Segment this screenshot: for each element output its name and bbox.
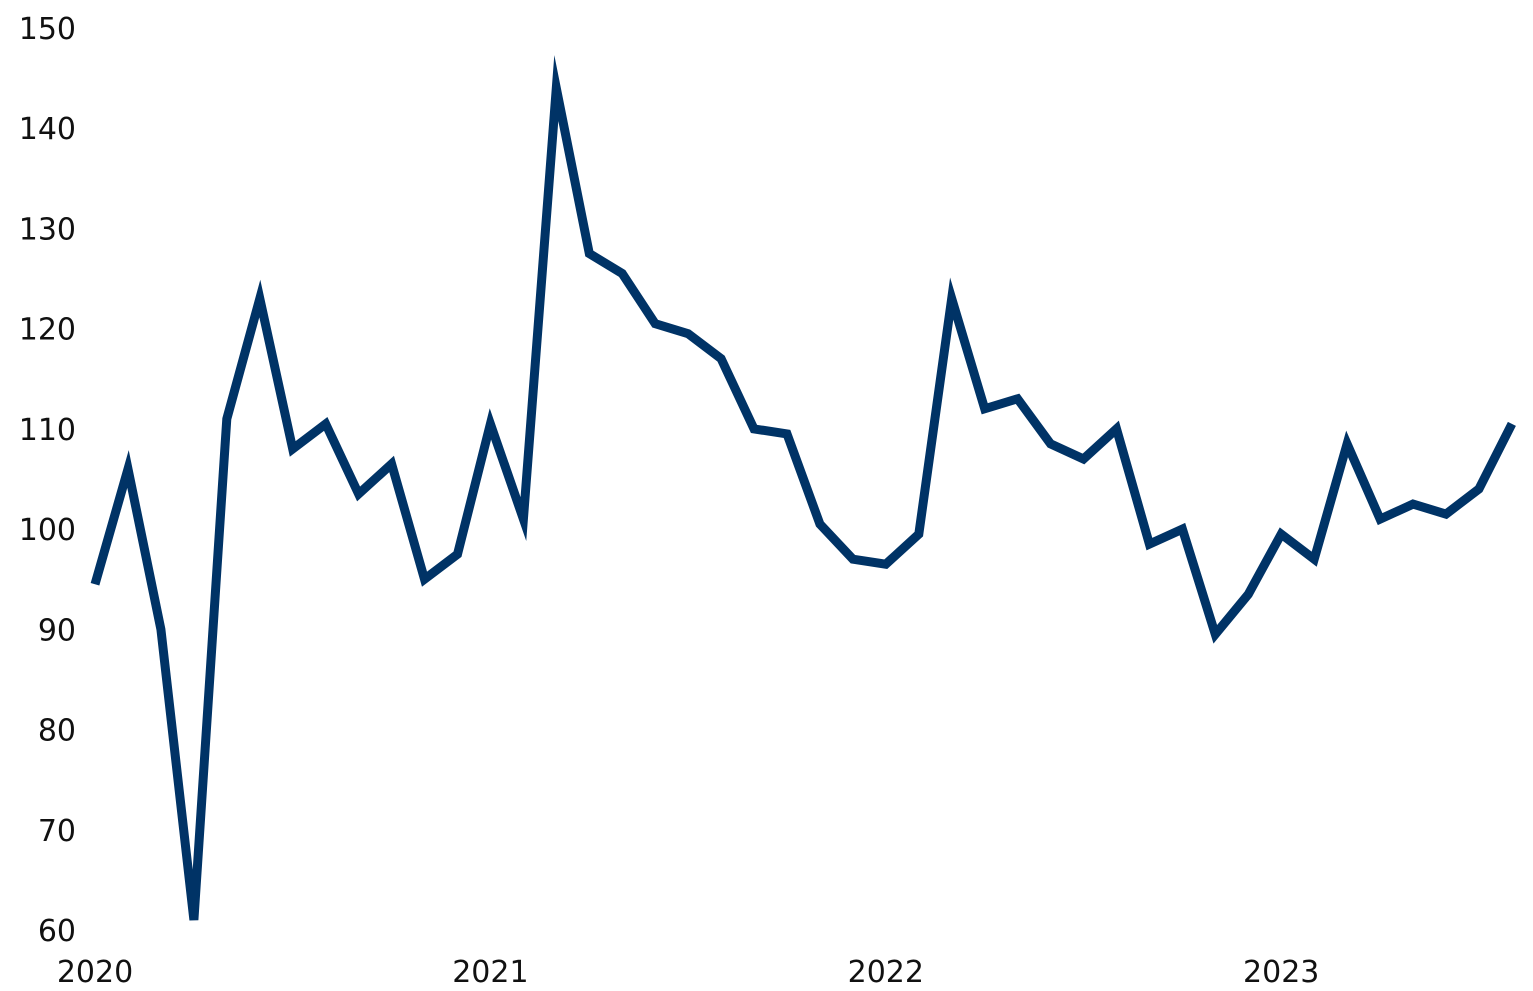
y-tick-label: 70 <box>38 814 76 849</box>
y-tick-label: 110 <box>19 413 76 448</box>
series-line <box>90 55 1516 921</box>
x-tick-label: 2021 <box>452 955 528 990</box>
x-axis: 2020 2021 2022 2023 <box>57 955 1320 990</box>
y-tick-label: 140 <box>19 112 76 147</box>
y-tick-label: 90 <box>38 613 76 648</box>
y-tick-label: 120 <box>19 313 76 348</box>
y-tick-label: 80 <box>38 714 76 749</box>
x-tick-label: 2022 <box>848 955 924 990</box>
y-tick-label: 100 <box>19 513 76 548</box>
y-tick-label: 60 <box>38 914 76 949</box>
y-tick-label: 150 <box>19 12 76 47</box>
x-tick-label: 2023 <box>1243 955 1319 990</box>
plot-area <box>90 55 1516 921</box>
y-axis: 60 70 80 90 100 110 120 130 140 150 <box>19 12 76 949</box>
x-tick-label: 2020 <box>57 955 133 990</box>
y-tick-label: 130 <box>19 212 76 247</box>
